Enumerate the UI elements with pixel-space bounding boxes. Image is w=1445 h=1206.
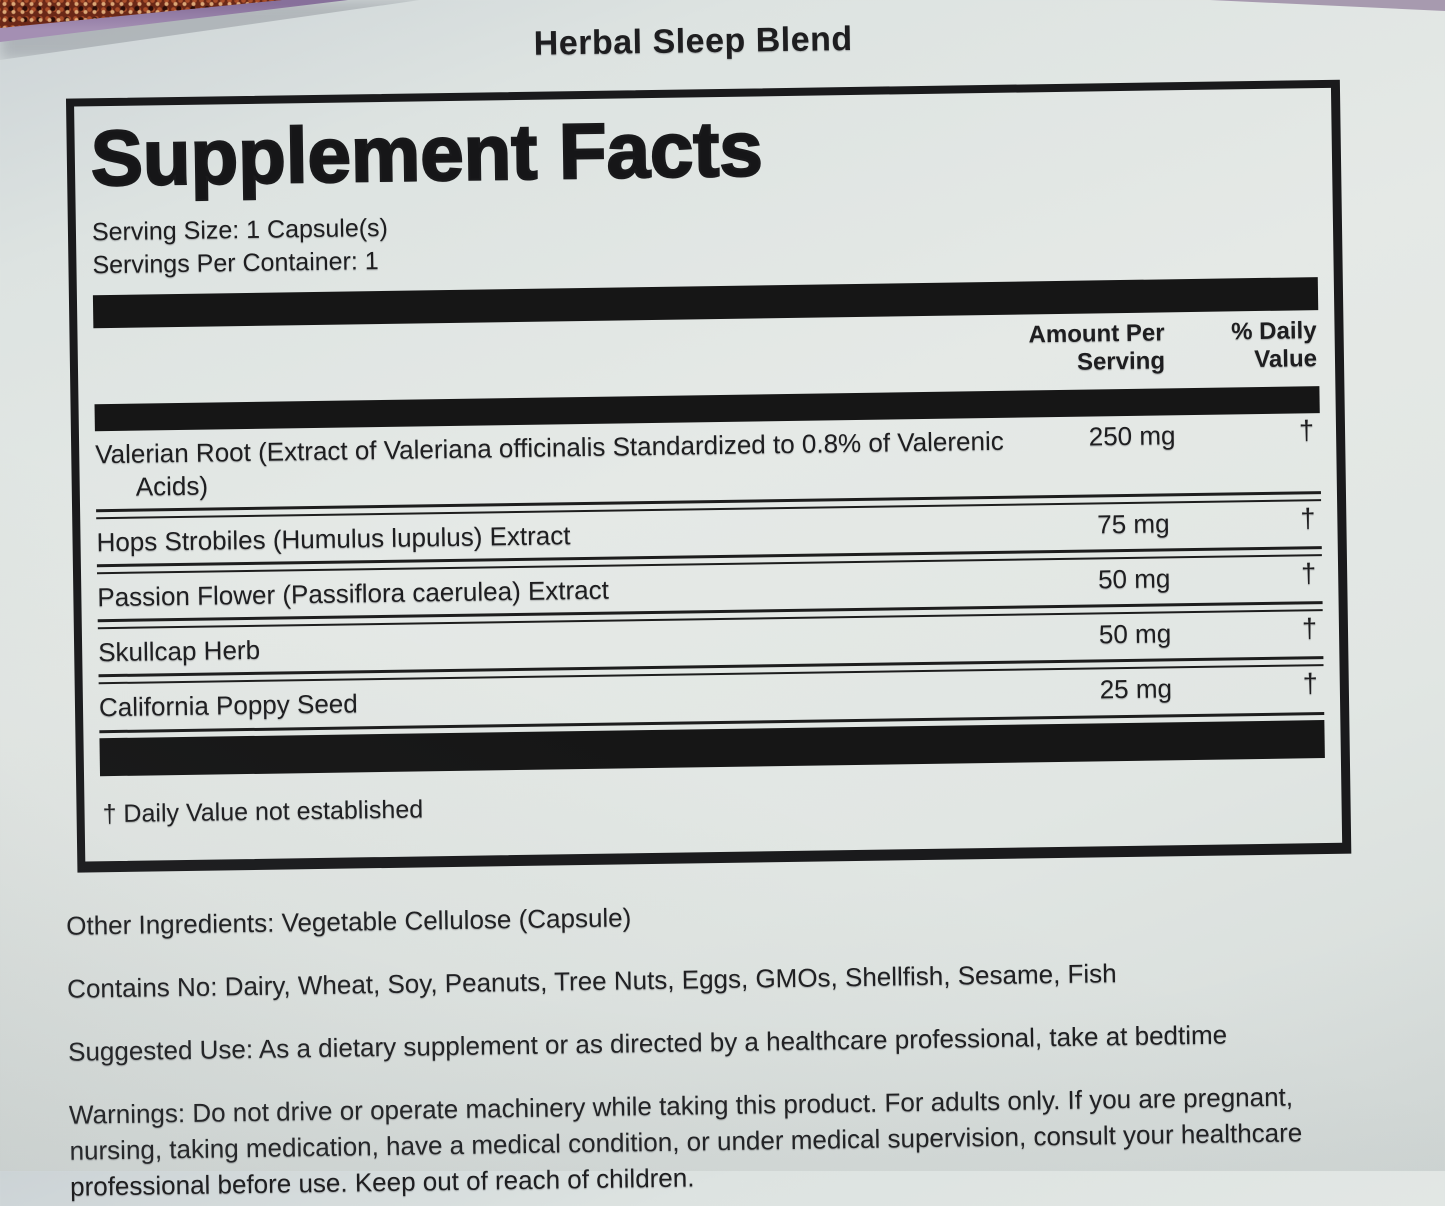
panel-title: Supplement Facts: [89, 103, 764, 203]
ingredient-amount: 50 mg: [1097, 563, 1171, 595]
ingredient-name: Valerian Root (Extract of Valeriana offi…: [95, 425, 1004, 502]
ingredient-daily-value: †: [1302, 667, 1318, 698]
other-ingredients-text: Other Ingredients: Vegetable Cellulose (…: [66, 902, 632, 942]
product-title: Herbal Sleep Blend: [533, 19, 853, 63]
daily-value-footnote: † Daily Value not established: [102, 795, 424, 829]
ingredient-amount: 25 mg: [1099, 672, 1173, 704]
column-header-daily-value: % Daily Value: [1230, 317, 1318, 374]
label-details: Other Ingredients: Vegetable Cellulose (…: [66, 890, 1370, 1206]
suggested-use-text: Suggested Use: As a dietary supplement o…: [67, 1019, 1228, 1067]
ingredient-amount: 250 mg: [1088, 419, 1176, 452]
column-header-amount: Amount Per Serving: [1028, 319, 1166, 376]
ingredient-daily-value: †: [1301, 612, 1318, 644]
ingredient-daily-value: †: [1300, 558, 1317, 589]
ingredient-amount: 75 mg: [1097, 508, 1170, 540]
ingredient-amount: 50 mg: [1098, 618, 1172, 650]
ingredient-daily-value: †: [1300, 503, 1316, 534]
package-edge-purple-right: [1210, 0, 1445, 11]
contains-no-text: Contains No: Dairy, Wheat, Soy, Peanuts,…: [66, 958, 1117, 1004]
ingredient-daily-value: †: [1298, 414, 1315, 445]
warnings-text: Warnings: Do not drive or operate machin…: [68, 1081, 1303, 1202]
serving-info: Serving Size: 1 Capsule(s) Servings Per …: [92, 198, 1318, 282]
supplement-facts-panel: Supplement Facts Serving Size: 1 Capsule…: [65, 79, 1352, 873]
